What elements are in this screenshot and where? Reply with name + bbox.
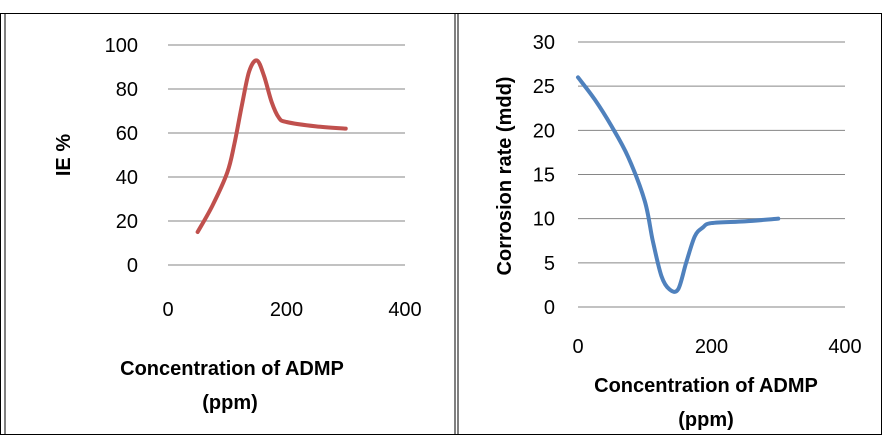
ie-chart-x-axis-title-line1: Concentration of ADMP [120, 358, 344, 380]
corrosion-rate-chart: 0 5 10 15 20 25 30 0 200 400 Corrosion rate (mdd… [494, 32, 862, 431]
y-tick-label: 30 [533, 32, 555, 54]
x-tick-label: 0 [572, 336, 583, 358]
y-tick-label: 10 [533, 209, 555, 231]
corrosion-rate-series-line [576, 75, 781, 294]
x-tick-label: 400 [828, 336, 861, 358]
ie-chart-x-tick-labels: 0 200 400 [162, 299, 421, 321]
x-tick-label: 200 [695, 336, 728, 358]
y-tick-label: 15 [533, 165, 555, 187]
corrosion-chart-x-axis-title-line1: Concentration of ADMP [594, 375, 818, 397]
corrosion-chart-x-tick-labels: 0 200 400 [572, 336, 861, 358]
ie-chart-x-axis-title-line2: (ppm) [202, 392, 258, 414]
y-tick-label: 20 [533, 120, 555, 142]
y-tick-label: 0 [544, 297, 555, 319]
ie-chart-y-tick-labels: 0 20 40 60 80 100 [105, 35, 138, 277]
y-tick-label: 80 [116, 79, 138, 101]
y-tick-label: 60 [116, 123, 138, 145]
x-tick-label: 400 [388, 299, 421, 321]
ie-chart-gridlines [168, 44, 405, 266]
corrosion-chart-y-axis-title: Corrosion rate (mdd) [494, 77, 516, 276]
y-tick-label: 5 [544, 253, 555, 275]
corrosion-chart-gridlines [578, 41, 845, 308]
ie-percent-series-line [195, 58, 348, 234]
y-tick-label: 20 [116, 211, 138, 233]
ie-percent-chart: 0 20 40 60 80 100 0 200 400 IE % Concentration … [53, 35, 422, 414]
x-tick-label: 0 [162, 299, 173, 321]
corrosion-chart-y-tick-labels: 0 5 10 15 20 25 30 [533, 32, 555, 319]
x-tick-label: 200 [270, 299, 303, 321]
corrosion-chart-x-axis-title-line2: (ppm) [678, 409, 734, 431]
y-tick-label: 40 [116, 167, 138, 189]
ie-chart-y-axis-title: IE % [53, 134, 75, 176]
y-tick-label: 100 [105, 35, 138, 57]
y-tick-label: 0 [127, 255, 138, 277]
y-tick-label: 25 [533, 76, 555, 98]
